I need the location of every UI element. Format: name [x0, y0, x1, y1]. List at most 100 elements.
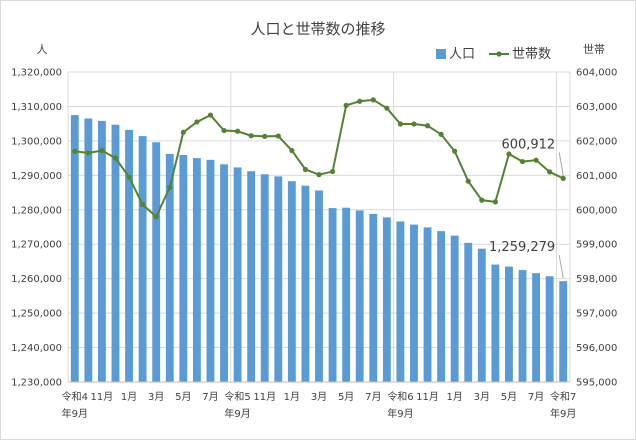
point-households: [424, 123, 431, 129]
bar-population: [382, 217, 391, 382]
bar-population: [233, 167, 242, 382]
x-axis-tick-label: 7月: [528, 391, 544, 403]
legend-swatch-population: [436, 49, 446, 59]
right-axis-tick-label: 599,000: [576, 240, 617, 251]
bar-population: [559, 281, 568, 382]
x-axis-tick-label: 5月: [338, 391, 354, 403]
bar-population: [477, 248, 486, 382]
point-households: [289, 147, 295, 154]
legend-label-households: 世帯数: [512, 47, 551, 62]
point-households: [302, 166, 309, 173]
point-households: [72, 148, 78, 154]
bar-population: [396, 221, 405, 382]
bar-population: [532, 273, 541, 382]
point-households: [316, 172, 322, 178]
bar-population: [152, 142, 161, 382]
bar-population: [165, 153, 174, 382]
point-households: [248, 133, 254, 139]
point-households: [234, 128, 241, 134]
left-axis-tick-label: 1,250,000: [11, 309, 62, 320]
right-axis-tick-label: 600,000: [576, 205, 617, 216]
point-households: [85, 150, 91, 156]
right-axis-tick-label: 604,000: [576, 68, 617, 79]
point-households: [492, 199, 498, 205]
point-households: [506, 151, 512, 157]
bar-population: [410, 224, 418, 382]
x-axis-tick-label: 令和7: [550, 390, 576, 403]
x-axis-tick-label: 3月: [474, 391, 490, 403]
bar-population: [84, 118, 93, 382]
x-axis-tick-label: 5月: [175, 391, 191, 403]
point-households: [112, 155, 119, 161]
x-axis-tick-label: 7月: [365, 391, 381, 403]
x-axis-tick-label: 11月: [253, 391, 276, 403]
bar-population: [437, 231, 446, 382]
x-axis-tick-label: 1月: [121, 391, 137, 403]
bar-population: [505, 266, 513, 382]
left-axis-tick-label: 1,230,000: [11, 378, 62, 389]
left-axis-unit: 人: [37, 43, 48, 56]
bar-population: [97, 120, 106, 383]
right-axis-tick-label: 597,000: [576, 309, 617, 320]
bar-population: [206, 159, 215, 382]
left-axis-tick-label: 1,260,000: [11, 274, 62, 285]
bar-population: [315, 190, 323, 382]
left-axis-tick-label: 1,300,000: [11, 136, 62, 147]
data-callout-leader: [558, 255, 564, 279]
legend-marker-households: [496, 51, 502, 57]
point-households: [465, 178, 471, 184]
point-households: [221, 127, 227, 134]
point-households: [370, 97, 376, 103]
point-households: [343, 102, 349, 109]
point-households: [194, 119, 200, 125]
bar-population: [138, 136, 147, 382]
bar-population: [192, 158, 201, 382]
point-households: [180, 129, 186, 135]
axis-layer: 1,230,000 595,000 1,240,000 596,000 1,250,00…: [11, 68, 617, 421]
data-callout-leader: [558, 152, 564, 176]
bar-population: [125, 129, 133, 382]
left-axis-tick-label: 1,310,000: [11, 102, 62, 113]
point-households: [262, 133, 268, 140]
right-axis-tick-label: 598,000: [576, 274, 617, 285]
point-households: [329, 168, 336, 175]
x-axis-tick-label: 5月: [501, 391, 517, 403]
bar-population: [491, 264, 500, 382]
x-axis-tick-label: 1月: [446, 391, 462, 403]
bar-population: [247, 171, 256, 382]
x-axis-tick-label-line2: 年9月: [387, 407, 413, 420]
point-households: [452, 148, 458, 154]
right-axis-tick-label: 601,000: [576, 171, 617, 182]
bar-population: [369, 213, 378, 382]
data-callout-label: 600,912: [501, 137, 555, 152]
bar-population: [301, 185, 310, 382]
x-axis-tick-label-line2: 年9月: [550, 407, 576, 420]
x-axis-tick-label-line2: 年9月: [62, 407, 88, 420]
bar-population: [342, 207, 351, 382]
line-layer: [72, 97, 566, 220]
point-households: [397, 121, 404, 127]
x-axis-tick-label: 令和6: [387, 390, 413, 403]
point-households: [167, 184, 173, 190]
bar-population: [328, 208, 337, 382]
left-axis-tick-label: 1,270,000: [11, 240, 62, 251]
bars-layer: [70, 115, 568, 383]
point-households: [519, 158, 526, 165]
point-households: [275, 133, 281, 139]
point-households: [411, 121, 417, 127]
x-axis-tick-label: 1月: [284, 391, 300, 403]
chart-title: 人口と世帯数の推移: [250, 20, 385, 38]
x-axis-tick-label: 11月: [416, 391, 439, 403]
x-axis-tick-label: 11月: [91, 391, 114, 403]
x-axis-tick-label-line2: 年9月: [224, 407, 250, 420]
x-axis-tick-label: 令和4: [62, 390, 88, 403]
bar-population: [111, 124, 120, 382]
left-axis-tick-label: 1,320,000: [11, 68, 62, 79]
bar-population: [518, 270, 527, 382]
bar-population: [545, 276, 554, 382]
point-households: [99, 147, 105, 154]
legend: 人口 世帯数: [436, 47, 551, 62]
data-callout-label: 1,259,279: [489, 240, 555, 255]
bar-population: [70, 115, 79, 383]
